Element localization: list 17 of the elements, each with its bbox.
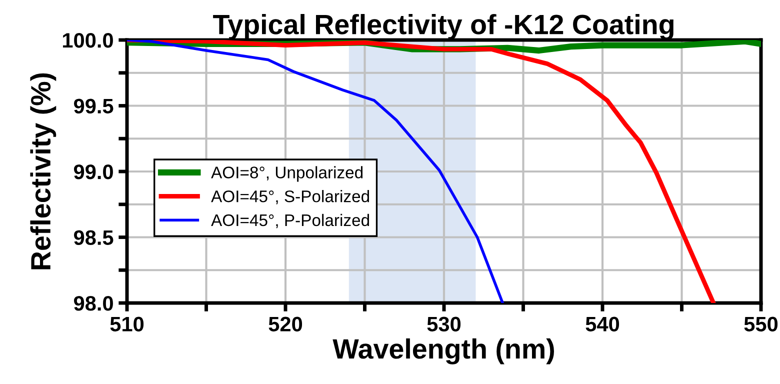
y-tick-label: 100.0 [62,33,113,48]
y-axis-title: Reflectivity (%) [30,73,56,270]
x-tick-label: 530 [427,316,461,332]
y-tick-label: 98.0 [74,296,113,311]
chart-title: Typical Reflectivity of -K12 Coating [213,14,674,40]
legend-label: AOI=45°, S-Polarized [211,190,370,204]
x-tick-label: 510 [110,316,144,332]
line-series [127,40,716,303]
legend-label: AOI=45°, P-Polarized [211,214,370,228]
y-tick-label: 99.0 [74,164,113,180]
y-tick-label: 98.5 [74,230,114,246]
legend-label: AOI=8°, Unpolarized [211,166,363,182]
x-tick-label: 550 [744,316,778,332]
x-axis-title: Wavelength (nm) [332,338,554,364]
y-tick-label: 99.5 [74,98,114,114]
x-tick-label: 540 [586,316,620,332]
x-tick-label: 520 [268,316,302,332]
